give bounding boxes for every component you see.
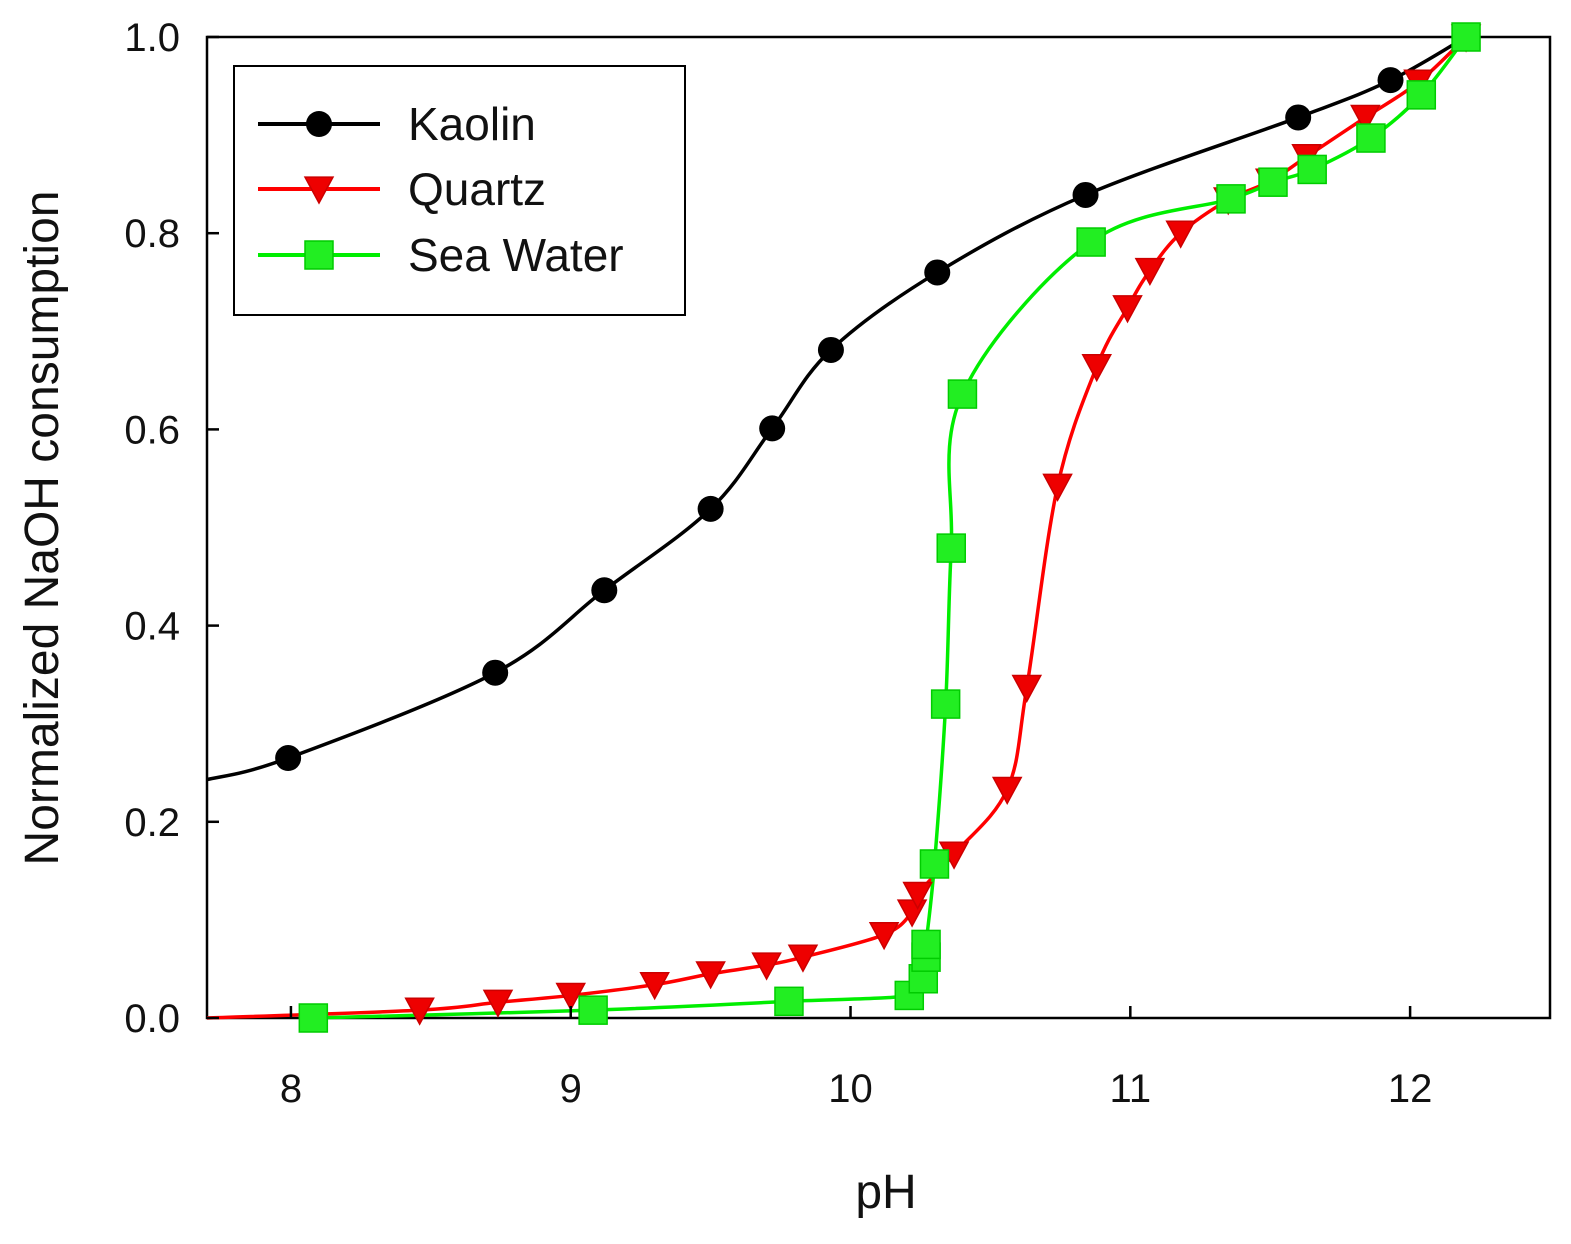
quartz-point <box>991 776 1023 806</box>
legend-label-sea-water: Sea Water <box>408 229 624 281</box>
x-tick-label: 9 <box>560 1067 582 1111</box>
sea-water-point <box>911 929 941 960</box>
kaolin-point <box>482 659 509 686</box>
kaolin-point <box>924 259 951 286</box>
y-tick-label: 0.6 <box>124 408 180 452</box>
x-axis-title: pH <box>855 1166 916 1219</box>
sea-water-point <box>578 995 608 1025</box>
kaolin-point <box>817 336 844 363</box>
y-tick-label: 0.8 <box>124 212 180 256</box>
x-tick-label: 12 <box>1388 1067 1433 1111</box>
sea-water-point <box>1258 167 1288 197</box>
kaolin-point <box>275 745 302 772</box>
quartz-point <box>482 989 514 1018</box>
sea-water-point <box>774 986 804 1017</box>
sea-water-point <box>930 689 961 719</box>
sea-water-point <box>947 379 978 409</box>
y-tick-label: 0.4 <box>124 605 180 649</box>
kaolin-point <box>697 495 724 522</box>
sea-water-point <box>1451 22 1481 52</box>
legend-label-kaolin: Kaolin <box>408 98 536 150</box>
quartz-point <box>1165 220 1196 249</box>
quartz-point <box>1112 295 1143 324</box>
legend-marker-sea-water <box>304 240 334 270</box>
quartz-point <box>787 944 819 973</box>
sea-water-point <box>936 533 966 563</box>
legend-marker-kaolin <box>306 111 332 137</box>
sea-water-point <box>1216 184 1246 214</box>
y-axis-title: Normalized NaOH consumption <box>16 191 69 866</box>
quartz-point <box>555 982 586 1012</box>
sea-water-point <box>919 849 950 879</box>
ticks-layer: 8 9 10 11 12 0.0 0.2 0.4 0.6 0.8 1.0 <box>124 16 1432 1111</box>
x-tick-label: 8 <box>280 1067 302 1111</box>
y-tick-label: 1.0 <box>124 16 180 60</box>
sea-water-point <box>1297 154 1327 185</box>
sea-water-point <box>1356 123 1386 153</box>
sea-water-point <box>298 1003 329 1033</box>
quartz-point <box>868 921 900 951</box>
sea-water-point <box>1076 227 1106 257</box>
quartz-point <box>1350 104 1381 134</box>
kaolin-point <box>591 577 618 604</box>
quartz-point <box>1042 473 1073 502</box>
markers-layer <box>275 22 1482 1033</box>
legend-marker-quartz <box>303 176 335 205</box>
y-tick-label: 0.2 <box>124 801 180 845</box>
legend-items: Kaolin Quartz Sea Water <box>258 98 624 281</box>
legend: Kaolin Quartz Sea Water <box>233 65 686 316</box>
quartz-point <box>1081 353 1112 383</box>
kaolin-point <box>1072 181 1099 208</box>
sea-water-point <box>1406 80 1437 110</box>
quartz-point <box>1011 674 1043 703</box>
x-tick-label: 11 <box>1110 1067 1152 1111</box>
kaolin-point <box>759 415 786 442</box>
y-tick-label: 0.0 <box>124 997 180 1041</box>
quartz-point <box>1134 257 1166 287</box>
quartz-point <box>902 881 933 910</box>
quartz-point <box>695 961 726 990</box>
quartz-point <box>639 971 670 1001</box>
x-tick-label: 10 <box>828 1067 873 1111</box>
kaolin-point <box>1285 104 1312 131</box>
kaolin-point <box>1377 67 1404 94</box>
legend-label-quartz: Quartz <box>408 163 546 215</box>
quartz-point <box>404 997 435 1026</box>
quartz-point <box>751 952 782 981</box>
